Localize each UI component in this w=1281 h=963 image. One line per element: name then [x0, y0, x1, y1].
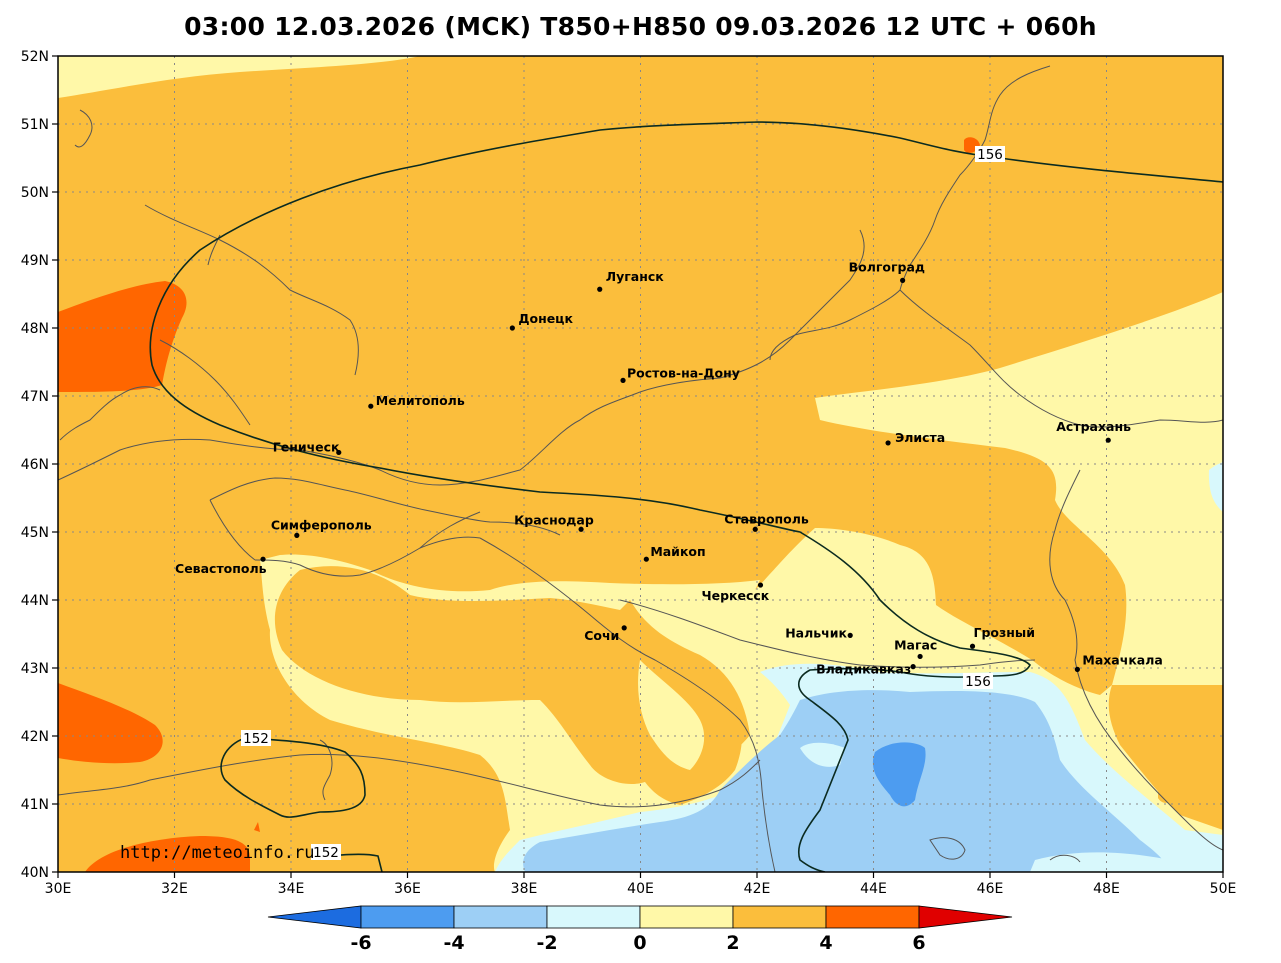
lat-label: 47N	[21, 389, 49, 405]
city-dot	[1074, 666, 1080, 672]
colorbar-swatch	[732, 905, 827, 929]
city-dot	[757, 582, 764, 588]
city-dot	[643, 556, 649, 562]
city-label: Черкесск	[701, 588, 769, 603]
isoline-label-156: 156	[977, 147, 1003, 163]
city-label: Донецк	[518, 311, 573, 326]
city-dot	[900, 277, 906, 283]
city-dot	[294, 532, 300, 539]
lat-label: 50N	[21, 185, 49, 201]
lat-label: 52N	[21, 49, 49, 65]
lat-label: 44N	[21, 593, 49, 609]
latitude-labels: 52N 51N 50N 49N 48N 47N 46N 45N 44N 43N …	[21, 49, 49, 881]
colorbar-label: -2	[536, 932, 557, 954]
city-label: Волгоград	[849, 259, 925, 274]
city-label: Геническ	[273, 439, 340, 454]
axis-ticks	[52, 55, 1224, 878]
city-label: Махачкала	[1082, 652, 1162, 667]
temperature-field	[58, 56, 1223, 872]
longitude-labels: 30E 32E 34E 36E 38E 40E 42E 44E 46E 48E …	[45, 881, 1237, 897]
city-label: Грозный	[974, 625, 1035, 640]
colorbar-label: -4	[443, 932, 464, 954]
lon-label: 50E	[1210, 881, 1237, 897]
city-label: Сочи	[584, 628, 619, 643]
city-dot	[368, 403, 374, 409]
lat-label: 51N	[21, 117, 49, 133]
watermark: http://meteoinfo.ru	[120, 843, 314, 863]
lat-label: 42N	[21, 729, 49, 745]
colorbar: -6 -4 -2 0 2 4 6	[267, 905, 1013, 954]
lon-label: 44E	[860, 881, 887, 897]
lon-label: 32E	[161, 881, 188, 897]
lon-label: 34E	[278, 881, 305, 897]
lon-label: 42E	[744, 881, 771, 897]
city-dot	[621, 625, 627, 631]
lon-label: 48E	[1093, 881, 1120, 897]
city-label: Луганск	[606, 269, 665, 284]
city-dot	[578, 526, 584, 532]
isoline-label-156: 156	[965, 674, 991, 690]
colorbar-label: 4	[819, 932, 832, 954]
isoline-labels: 156 156 152 152	[241, 146, 1005, 861]
city-dot	[752, 526, 758, 532]
city-dot	[910, 664, 916, 670]
colorbar-label: 6	[912, 932, 925, 954]
grid-lines	[58, 56, 1223, 872]
lat-label: 43N	[21, 661, 49, 677]
city-label: Севастополь	[175, 561, 267, 576]
city-label: Магас	[894, 637, 937, 652]
lat-label: 41N	[21, 797, 49, 813]
city-dot	[620, 377, 626, 383]
colorbar-swatch	[825, 905, 920, 929]
lat-label: 46N	[21, 457, 49, 473]
lon-label: 40E	[627, 881, 654, 897]
city-dot	[260, 556, 266, 562]
city-label: Мелитополь	[376, 393, 465, 408]
colorbar-swatch	[267, 905, 362, 929]
colorbar-label: 0	[633, 932, 646, 954]
city-dot	[336, 449, 342, 456]
colorbar-label: 2	[726, 932, 739, 954]
lon-label: 38E	[511, 881, 538, 897]
lat-label: 48N	[21, 321, 49, 337]
colorbar-swatch	[546, 905, 641, 929]
city-dot	[1105, 437, 1111, 443]
lat-label: 49N	[21, 253, 49, 269]
city-dot	[509, 325, 515, 331]
lon-label: 46E	[977, 881, 1004, 897]
isoline-label-152: 152	[313, 845, 339, 861]
city-label: Краснодар	[514, 512, 594, 527]
city-markers: Луганск Донецк Волгоград Ростов-на-Дону Мели…	[175, 259, 1163, 676]
colorbar-swatch	[360, 905, 455, 929]
city-dot	[885, 440, 891, 446]
lon-label: 36E	[394, 881, 421, 897]
city-dot	[917, 653, 923, 660]
city-label: Владикавказ	[816, 662, 911, 677]
lon-label: 30E	[45, 881, 72, 897]
colorbar-swatch	[918, 905, 1013, 929]
city-label: Ставрополь	[724, 511, 809, 526]
coastlines	[58, 65, 1223, 872]
city-label: Симферополь	[271, 517, 372, 532]
city-label: Нальчик	[785, 625, 847, 640]
lat-label: 45N	[21, 525, 49, 541]
isoline-label-152: 152	[243, 731, 269, 747]
city-dot	[969, 643, 976, 649]
colorbar-swatch	[639, 905, 734, 929]
city-dot	[847, 632, 853, 638]
city-label: Астрахань	[1056, 419, 1131, 434]
colorbar-label: -6	[350, 932, 371, 954]
lat-label: 40N	[21, 865, 49, 881]
colorbar-swatch	[453, 905, 548, 929]
city-dot	[597, 286, 603, 292]
city-label: Ростов-на-Дону	[627, 365, 740, 380]
map-title: 03:00 12.03.2026 (MCK) T850+H850 09.03.2…	[184, 12, 1097, 41]
city-label: Майкоп	[650, 544, 705, 559]
city-label: Элиста	[895, 430, 945, 445]
